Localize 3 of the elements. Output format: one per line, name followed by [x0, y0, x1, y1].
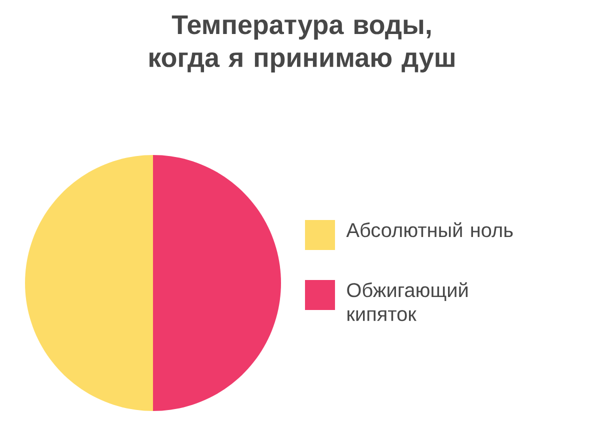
legend-label: Абсолютный ноль: [346, 222, 513, 238]
chart-title: Температура воды, когда я принимаю душ: [150, 16, 454, 72]
legend-label: Обжигающий кипяток: [347, 282, 468, 322]
